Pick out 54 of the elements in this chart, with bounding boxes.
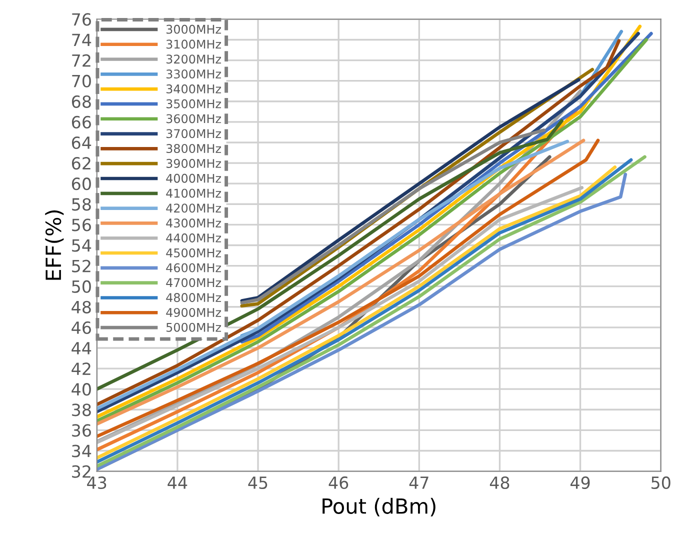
- y-tick-label: 46: [72, 321, 91, 334]
- legend-label: 4500MHz: [166, 248, 221, 258]
- y-tick-label: 56: [72, 218, 91, 232]
- legend-label: 3600MHz: [166, 114, 221, 124]
- x-tick-label: 43: [87, 476, 106, 490]
- y-tick-label: 36: [72, 424, 91, 437]
- legend-label: 3100MHz: [166, 40, 221, 49]
- y-tick-label: 52: [72, 260, 90, 272]
- x-tick-label: 44: [168, 476, 188, 489]
- y-tick-label: 76: [72, 13, 91, 26]
- legend-label: 4400MHz: [166, 233, 221, 242]
- y-tick-label: 34: [72, 444, 92, 458]
- y-tick-label: 62: [72, 156, 90, 170]
- legend-label: 4000MHz: [166, 174, 221, 183]
- x-tick-label: 50: [652, 476, 670, 490]
- y-tick-label: 64: [72, 136, 92, 150]
- y-tick-label: 66: [72, 116, 91, 128]
- legend-label: 4900MHz: [166, 308, 221, 317]
- y-tick-label: 42: [72, 362, 90, 375]
- legend-label: 3200MHz: [166, 54, 221, 64]
- x-tick-label: 45: [248, 476, 268, 490]
- y-tick-label: 48: [72, 300, 91, 314]
- legend-label: 4100MHz: [166, 188, 221, 198]
- y-tick-label: 70: [72, 74, 91, 88]
- x-tick-label: 48: [490, 476, 510, 490]
- legend-label: 4600MHz: [166, 263, 221, 272]
- legend-label: 5000MHz: [166, 322, 221, 332]
- y-tick-label: 32: [72, 465, 90, 478]
- legend-label: 3400MHz: [166, 84, 221, 94]
- legend-label: 3000MHz: [166, 24, 221, 34]
- y-tick-label: 74: [72, 34, 92, 46]
- legend-label: 4300MHz: [166, 218, 221, 228]
- y-axis-title: EFF(%): [45, 210, 64, 280]
- legend-label: 4200MHz: [166, 204, 221, 213]
- legend-label: 3300MHz: [166, 69, 221, 79]
- legend-label: 4800MHz: [166, 293, 221, 302]
- legend-label: 3900MHz: [166, 158, 221, 168]
- y-tick-label: 54: [72, 239, 92, 252]
- y-tick-label: 50: [72, 280, 91, 293]
- y-tick-label: 58: [72, 198, 91, 211]
- x-tick-label: 46: [328, 476, 348, 490]
- x-tick-label: 49: [570, 476, 590, 490]
- x-tick-label: 47: [409, 476, 428, 489]
- y-tick-label: 40: [72, 383, 91, 396]
- y-tick-label: 38: [72, 404, 91, 416]
- legend-label: 3700MHz: [166, 129, 221, 138]
- x-axis-title: Pout (dBm): [322, 498, 436, 516]
- y-tick-label: 72: [72, 54, 90, 67]
- legend-label: 4700MHz: [166, 278, 221, 288]
- y-tick-label: 60: [72, 178, 91, 190]
- y-tick-label: 44: [72, 342, 92, 354]
- legend-label: 3500MHz: [166, 99, 221, 108]
- legend-label: 3800MHz: [166, 144, 221, 154]
- y-tick-label: 68: [72, 95, 91, 108]
